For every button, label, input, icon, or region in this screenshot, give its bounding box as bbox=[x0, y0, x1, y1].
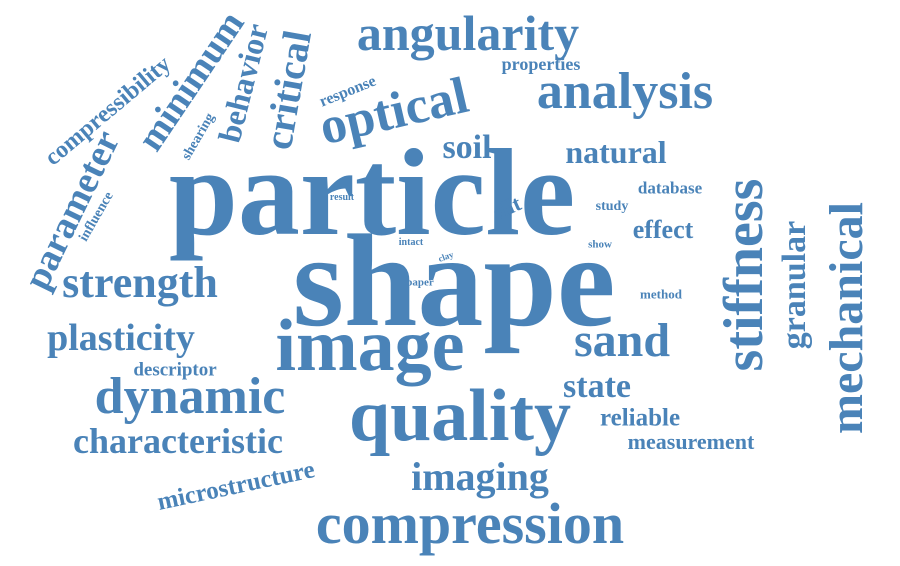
word-descriptor: descriptor bbox=[133, 359, 217, 381]
word-sand: sand bbox=[573, 314, 671, 367]
word-quality: quality bbox=[348, 375, 572, 457]
word-intact: intact bbox=[398, 237, 424, 248]
word-shape: shape bbox=[292, 207, 616, 354]
word-angularity: angularity bbox=[356, 5, 580, 61]
word-state: state bbox=[563, 368, 631, 405]
word-soil: soil bbox=[442, 129, 492, 166]
word-compression: compression bbox=[315, 491, 625, 556]
word-microstructure: microstructure bbox=[154, 456, 318, 516]
word-method: method bbox=[640, 286, 682, 302]
word-natural: natural bbox=[565, 134, 667, 170]
word-strength: strength bbox=[62, 258, 218, 307]
word-reliable: reliable bbox=[599, 404, 681, 432]
word-stiffness: stiffness bbox=[713, 178, 775, 372]
word-effect: effect bbox=[632, 215, 694, 244]
word-result: result bbox=[329, 192, 355, 203]
word-analysis: analysis bbox=[536, 63, 714, 120]
word-plasticity: plasticity bbox=[47, 317, 195, 359]
word-properties: properties bbox=[501, 54, 581, 74]
word-paper: paper bbox=[406, 276, 434, 289]
word-mechanical: mechanical bbox=[820, 202, 873, 434]
word-particle: particle bbox=[168, 124, 576, 261]
word-granular: granular bbox=[776, 220, 813, 350]
word-dynamic: dynamic bbox=[94, 368, 286, 425]
word-imaging: imaging bbox=[411, 454, 549, 499]
word-characteristic: characteristic bbox=[73, 421, 283, 461]
word-database: database bbox=[637, 178, 703, 198]
word-measurement: measurement bbox=[627, 429, 755, 454]
word-show: show bbox=[588, 238, 612, 251]
word-study: study bbox=[595, 199, 629, 214]
word-image: image bbox=[275, 305, 465, 387]
